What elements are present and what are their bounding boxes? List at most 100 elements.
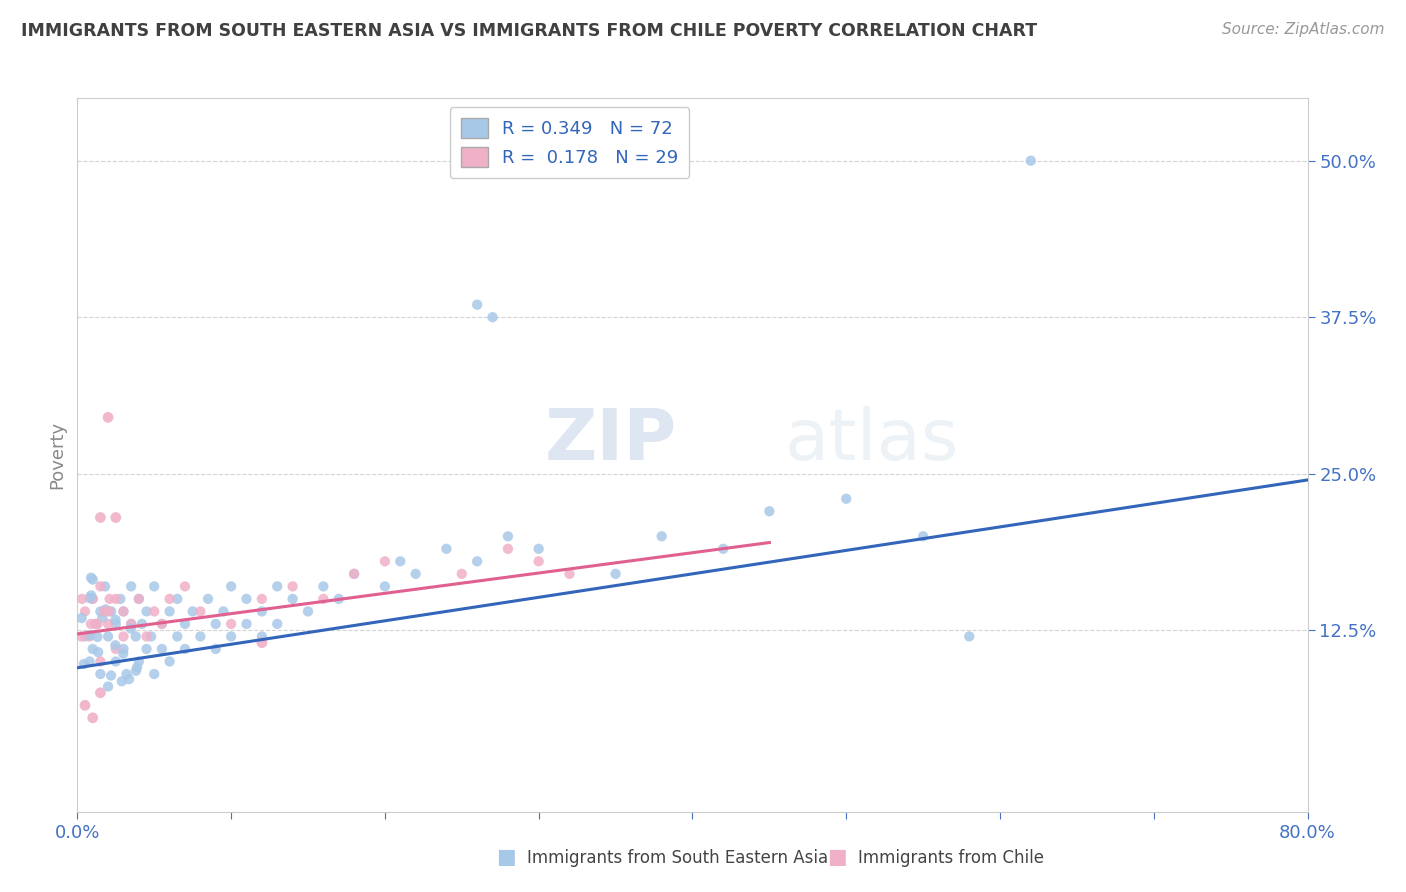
Point — [758, 504, 780, 518]
Point — [131, 616, 153, 631]
Point — [188, 630, 212, 644]
Point — [250, 591, 273, 606]
Point — [70, 611, 93, 625]
Point — [150, 642, 173, 657]
Point — [100, 668, 122, 682]
Point — [143, 667, 166, 681]
Point — [104, 642, 127, 657]
Point — [527, 541, 550, 556]
Point — [957, 630, 980, 644]
Point — [120, 616, 142, 631]
Point — [219, 616, 242, 631]
Point — [120, 616, 142, 631]
Point — [128, 655, 150, 669]
Point — [159, 655, 181, 669]
Point — [70, 630, 93, 644]
Point — [281, 579, 304, 593]
Point — [250, 630, 273, 644]
Point — [79, 628, 101, 642]
Point — [181, 604, 204, 618]
Point — [141, 630, 163, 644]
Point — [104, 510, 127, 524]
Point — [343, 566, 366, 581]
Point — [112, 604, 135, 618]
Point — [197, 591, 219, 606]
Point — [70, 591, 93, 606]
Point — [120, 579, 142, 593]
Point — [912, 529, 935, 543]
Point — [143, 579, 166, 593]
Point — [79, 591, 101, 605]
Point — [73, 604, 96, 618]
Point — [112, 642, 135, 657]
Point — [94, 602, 117, 616]
Text: Source: ZipAtlas.com: Source: ZipAtlas.com — [1222, 22, 1385, 37]
Point — [219, 579, 242, 593]
Point — [143, 604, 166, 618]
Point — [312, 591, 335, 606]
Point — [405, 566, 427, 581]
Y-axis label: Poverty: Poverty — [48, 421, 66, 489]
Point — [465, 554, 488, 568]
Point — [374, 554, 396, 568]
Legend: R = 0.349   N = 72, R =  0.178   N = 29: R = 0.349 N = 72, R = 0.178 N = 29 — [450, 107, 689, 178]
Point — [135, 604, 157, 618]
Point — [343, 566, 366, 581]
Point — [605, 566, 627, 581]
Point — [89, 667, 111, 681]
Point — [89, 604, 111, 618]
Point — [374, 579, 396, 593]
Text: Immigrants from Chile: Immigrants from Chile — [858, 849, 1043, 867]
Point — [98, 604, 121, 618]
Point — [125, 630, 148, 644]
Point — [104, 613, 127, 627]
Text: ZIP: ZIP — [546, 406, 678, 475]
Point — [481, 310, 503, 325]
Point — [328, 591, 350, 606]
Point — [235, 591, 257, 606]
Point — [118, 672, 141, 686]
Point — [82, 591, 104, 606]
Point — [80, 616, 103, 631]
Point — [97, 630, 120, 644]
Point — [82, 711, 104, 725]
Point — [204, 616, 226, 631]
Point — [250, 636, 273, 650]
Point — [250, 604, 273, 618]
Point — [159, 604, 181, 618]
Point — [104, 638, 127, 652]
Text: ■: ■ — [827, 847, 846, 867]
Point — [219, 630, 242, 644]
Point — [204, 642, 226, 657]
Point — [450, 566, 472, 581]
Point — [73, 657, 96, 671]
Point — [436, 541, 458, 556]
Point — [465, 298, 488, 312]
Point — [297, 604, 319, 618]
Point — [266, 579, 288, 593]
Point — [80, 571, 103, 585]
Point — [135, 642, 157, 657]
Point — [527, 554, 550, 568]
Point — [389, 554, 412, 568]
Point — [97, 616, 120, 631]
Point — [82, 642, 104, 657]
Point — [125, 664, 148, 678]
Point — [79, 630, 101, 644]
Point — [112, 630, 135, 644]
Point — [188, 604, 212, 618]
Point — [84, 616, 107, 631]
Point — [104, 655, 127, 669]
Point — [73, 630, 96, 644]
Point — [82, 591, 104, 606]
Point — [84, 616, 107, 631]
Point — [128, 591, 150, 606]
Point — [496, 541, 519, 556]
Point — [558, 566, 581, 581]
Point — [212, 604, 235, 618]
Point — [166, 630, 188, 644]
Point — [110, 591, 132, 606]
Point — [97, 410, 120, 425]
Point — [266, 616, 288, 631]
Point — [89, 655, 111, 669]
